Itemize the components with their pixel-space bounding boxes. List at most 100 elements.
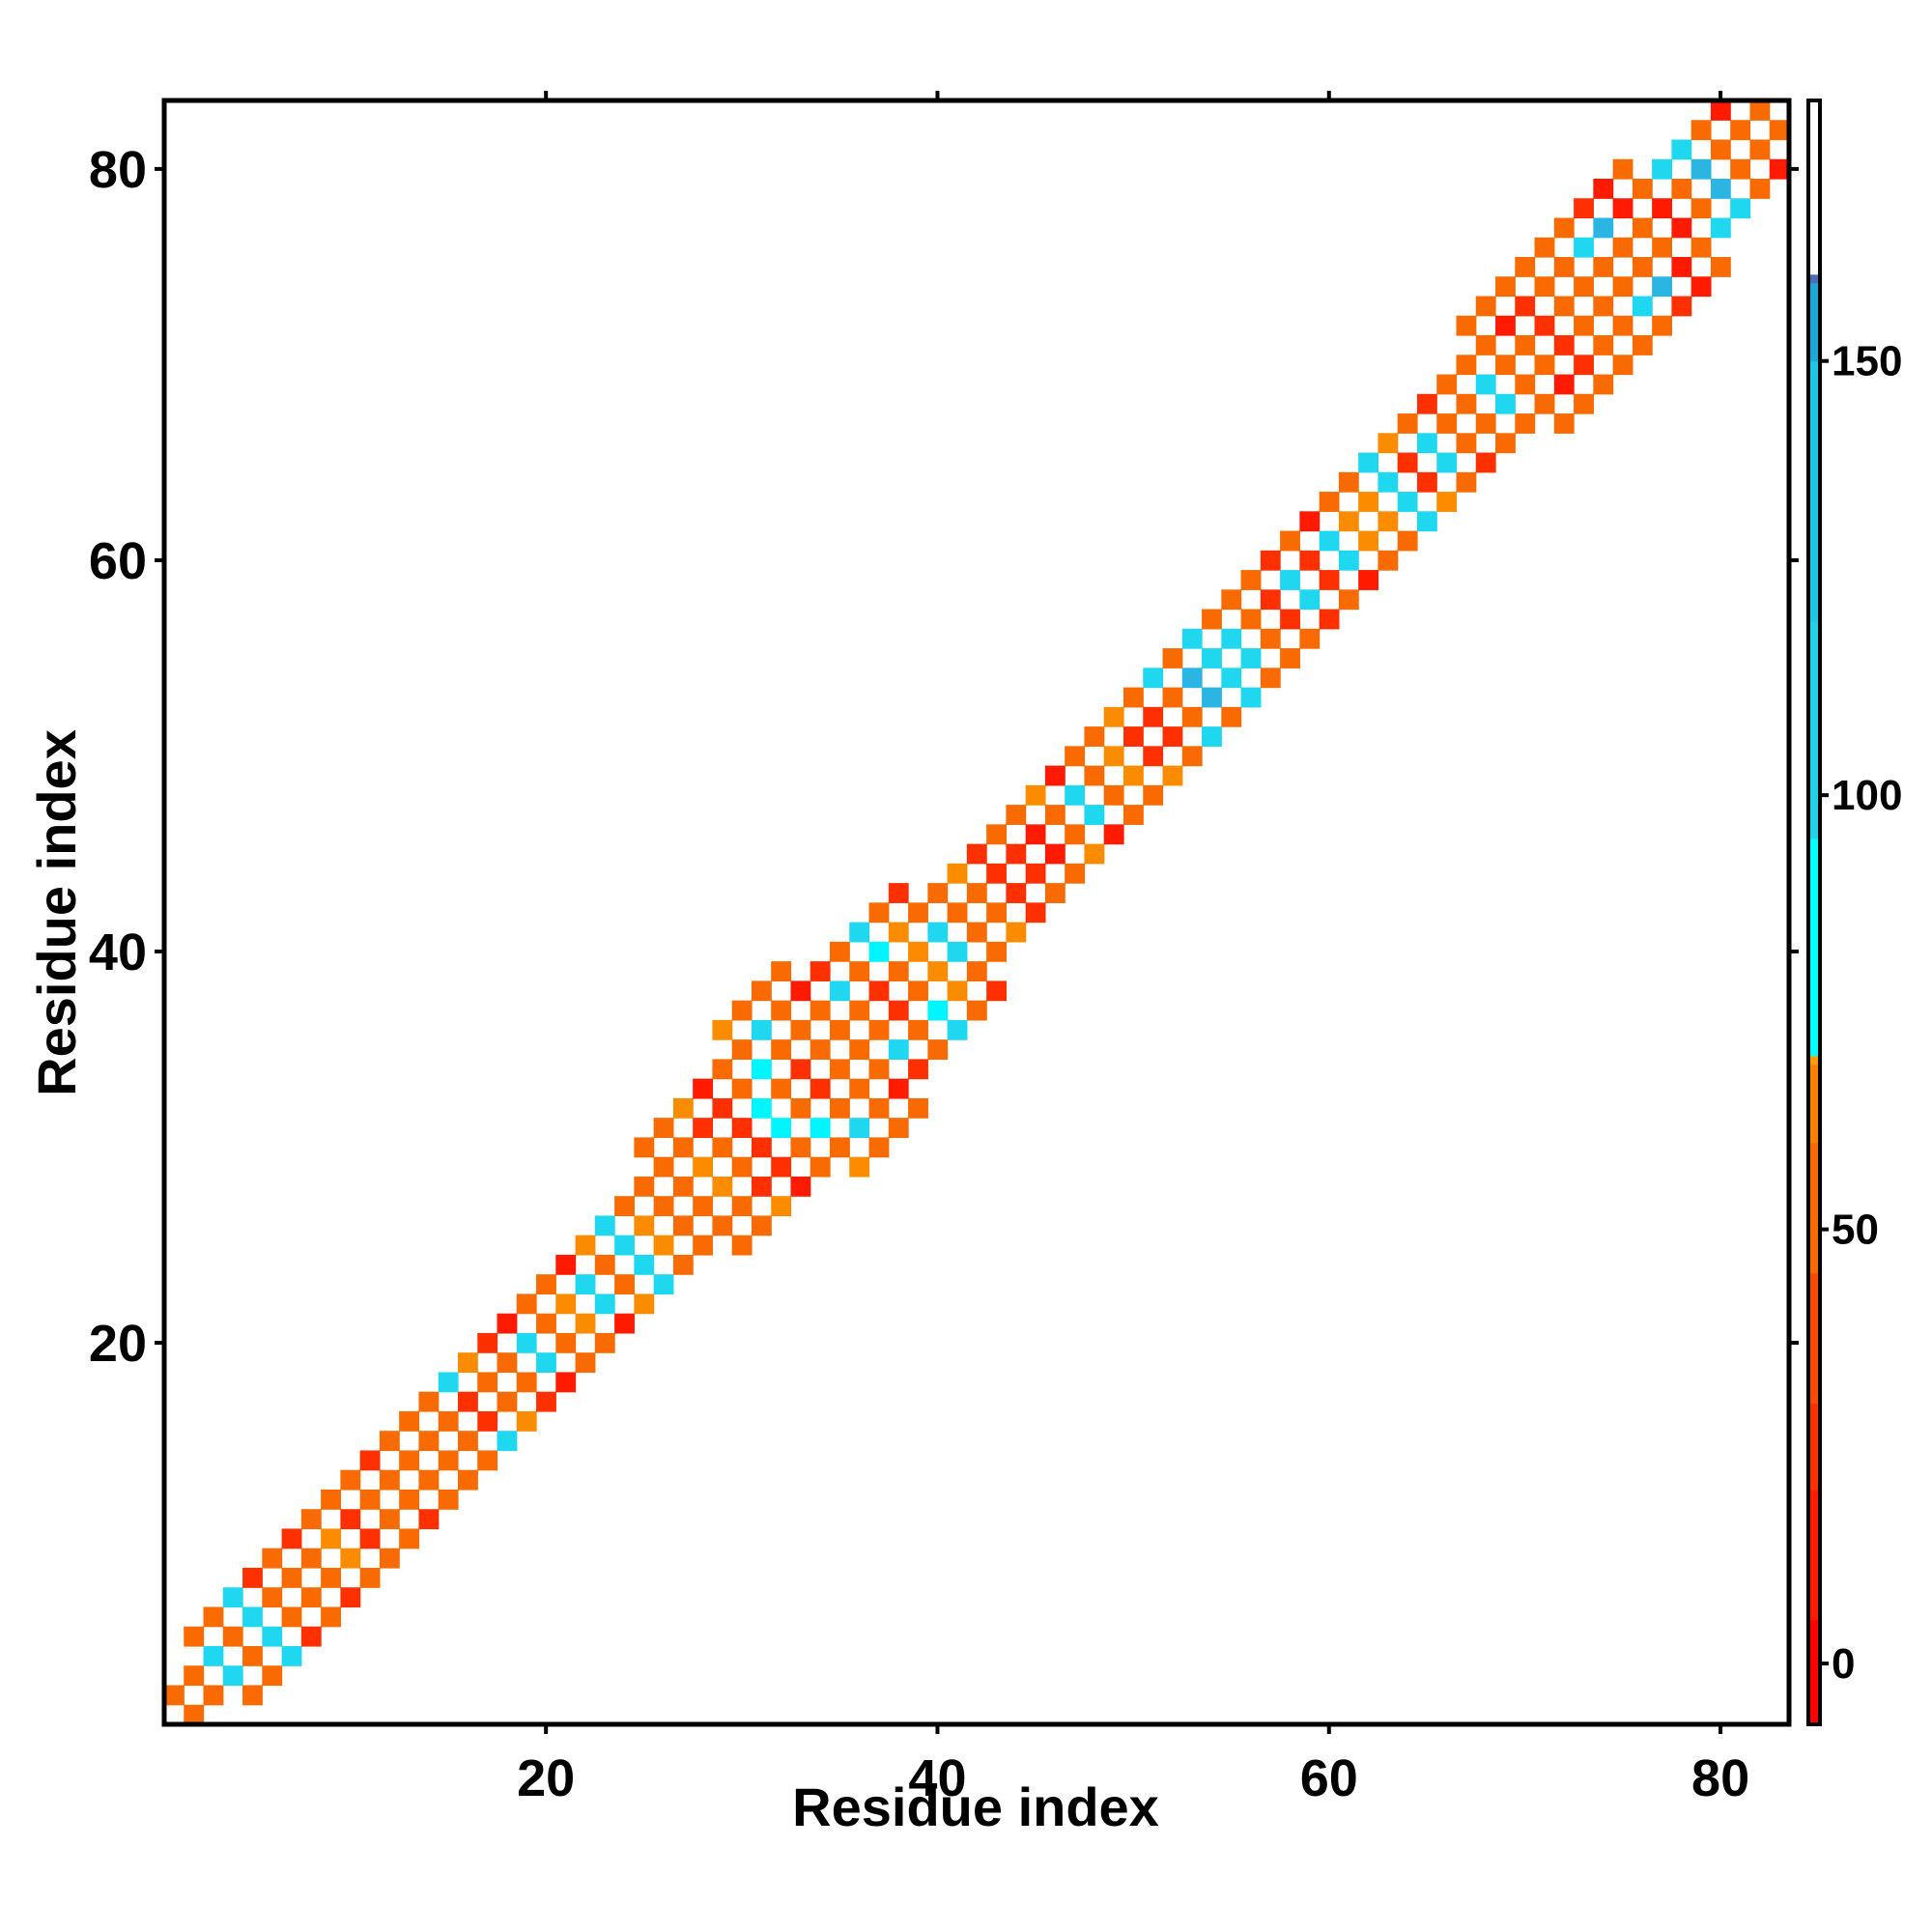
heatmap-cell — [1612, 315, 1634, 336]
heatmap-cell — [1515, 335, 1536, 355]
heatmap-cell — [1671, 296, 1692, 317]
heatmap-cell — [908, 1019, 928, 1040]
heatmap-cell — [300, 1509, 322, 1530]
heatmap-cell — [927, 922, 949, 943]
heatmap-cell — [1202, 726, 1222, 747]
heatmap-cell — [771, 1039, 792, 1060]
colorbar: 0 50 100 150 — [1806, 99, 1902, 1726]
heatmap-cell — [340, 1469, 361, 1491]
heatmap-cell — [1612, 158, 1634, 180]
heatmap-cell — [1338, 511, 1359, 532]
heatmap-cell — [888, 961, 909, 981]
heatmap-cell — [321, 1567, 341, 1588]
heatmap-cell — [634, 1215, 655, 1236]
heatmap-cell — [693, 1156, 714, 1178]
heatmap-cell — [614, 1313, 635, 1334]
heatmap-cell — [477, 1410, 498, 1432]
colorbar-tick-label: 50 — [1832, 1207, 1879, 1254]
heatmap-cell — [1710, 217, 1731, 239]
heatmap-cell — [1553, 296, 1575, 317]
heatmap-cell — [1397, 452, 1418, 473]
heatmap-cell — [321, 1528, 341, 1549]
heatmap-cell — [399, 1528, 420, 1549]
heatmap-cell — [1612, 276, 1634, 298]
heatmap-cell — [653, 1274, 674, 1295]
heatmap-cell — [1103, 706, 1124, 727]
heatmap-cell — [575, 1352, 596, 1374]
heatmap-cell — [1103, 824, 1124, 845]
heatmap-cell — [497, 1391, 518, 1412]
heatmap-cell — [1143, 706, 1164, 727]
heatmap-cell — [1378, 550, 1399, 571]
heatmap-cell — [418, 1431, 440, 1452]
heatmap-cell — [1084, 805, 1105, 825]
heatmap-cell — [966, 961, 987, 981]
heatmap-cell — [438, 1410, 459, 1432]
heatmap-cell — [849, 1000, 870, 1021]
heatmap-cell — [868, 1019, 890, 1040]
heatmap-cell — [203, 1645, 224, 1666]
heatmap-cell — [1553, 217, 1575, 239]
heatmap-cell — [222, 1626, 243, 1647]
heatmap-cell — [966, 843, 987, 865]
heatmap-cell — [164, 1685, 185, 1706]
heatmap-cell — [1475, 452, 1496, 473]
heatmap-cell — [1749, 139, 1771, 160]
x-tick-label: 20 — [517, 1749, 575, 1807]
heatmap-cell — [849, 1156, 870, 1178]
heatmap-cell — [1143, 746, 1164, 767]
heatmap-cell — [1553, 413, 1575, 434]
heatmap-cell — [1084, 765, 1105, 786]
heatmap-cell — [1044, 843, 1065, 865]
heatmap-cell — [1006, 843, 1027, 865]
heatmap-cell — [1436, 374, 1458, 395]
heatmap-cell — [1260, 668, 1281, 689]
heatmap-cell — [418, 1509, 440, 1530]
heatmap-cell — [1515, 374, 1536, 395]
heatmap-cell — [712, 1215, 733, 1236]
heatmap-cell — [986, 863, 1007, 884]
heatmap-cell — [1378, 511, 1399, 532]
heatmap-cell — [1416, 471, 1437, 493]
heatmap-cell — [712, 1137, 733, 1158]
heatmap-cell — [1084, 726, 1105, 747]
heatmap-cell — [184, 1626, 205, 1647]
heatmap-cell — [457, 1391, 478, 1412]
heatmap-cell — [1652, 237, 1673, 258]
heatmap-cell — [321, 1606, 341, 1628]
heatmap-cell — [868, 941, 890, 962]
heatmap-cell — [1671, 257, 1692, 277]
heatmap-cell — [1065, 784, 1086, 806]
heatmap-cell — [1025, 902, 1046, 923]
heatmap-cell — [1280, 530, 1300, 552]
heatmap-cell — [1515, 257, 1536, 277]
heatmap-cell — [810, 1078, 831, 1099]
heatmap-cell — [1475, 335, 1496, 355]
plot-axes: 20 40 60 80 20 40 60 80 — [89, 91, 1799, 1807]
heatmap-cell — [1416, 393, 1437, 414]
heatmap-cell — [712, 1176, 733, 1197]
heatmap-cell — [672, 1097, 694, 1119]
heatmap-cell — [810, 1118, 831, 1139]
heatmap-cell — [927, 1000, 949, 1021]
heatmap-cell — [908, 902, 928, 923]
heatmap-cell — [888, 1118, 909, 1139]
heatmap-cell — [1475, 413, 1496, 434]
heatmap-cell — [1593, 179, 1614, 199]
colorbar-segment — [1808, 621, 1820, 839]
heatmap-cell — [1260, 628, 1281, 649]
heatmap-cell — [1181, 668, 1203, 689]
heatmap-cell — [1749, 179, 1771, 199]
heatmap-cell — [1495, 355, 1516, 376]
heatmap-cell — [1632, 296, 1653, 317]
heatmap-cell — [1534, 393, 1555, 414]
heatmap-cell — [1574, 355, 1594, 376]
heatmap-cell — [672, 1176, 694, 1197]
heatmap-cell — [986, 941, 1007, 962]
heatmap-cell — [594, 1293, 615, 1315]
heatmap-cell — [184, 1665, 205, 1687]
heatmap-cell — [966, 883, 987, 903]
heatmap-cell — [751, 1059, 772, 1080]
heatmap-cell — [693, 1118, 714, 1139]
heatmap-cell — [1338, 471, 1359, 493]
